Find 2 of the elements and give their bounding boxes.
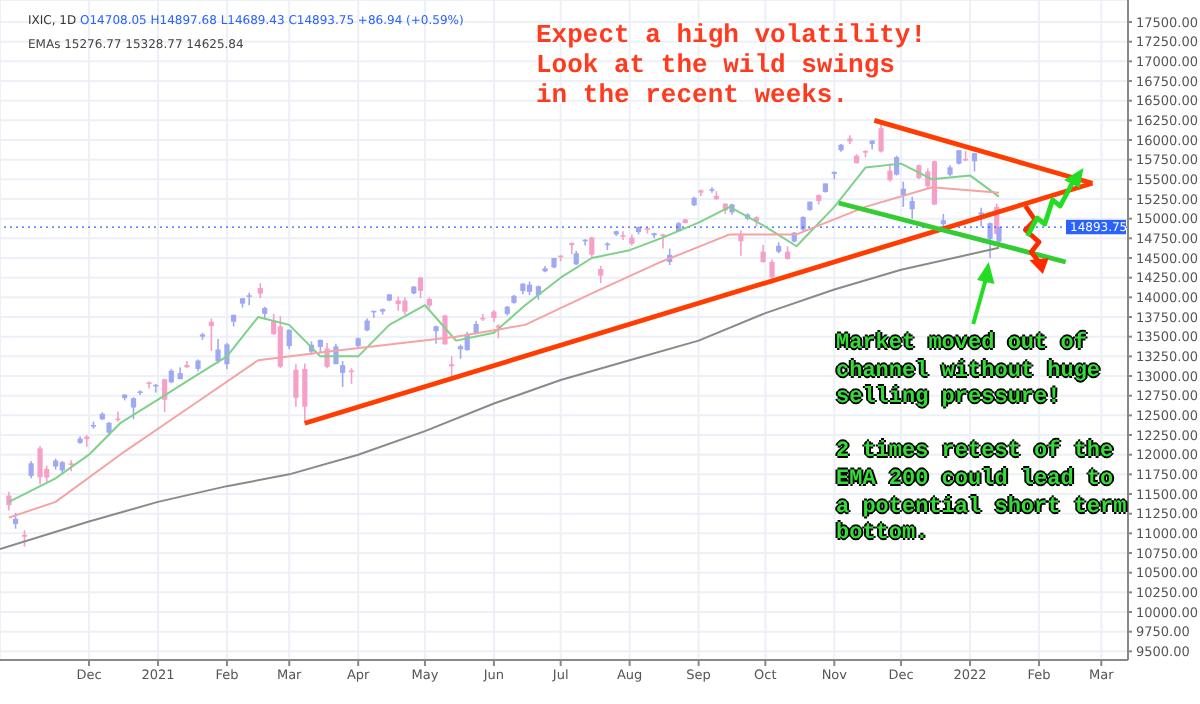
text: Market moved out of channel without huge selling pressure! 2 times retest of the EMA 200 could lead to a potential short term bottom. xyxy=(836,332,1127,547)
annotation: Expect a high volatility! Look at the wild swings in the recent weeks. xyxy=(536,20,929,110)
